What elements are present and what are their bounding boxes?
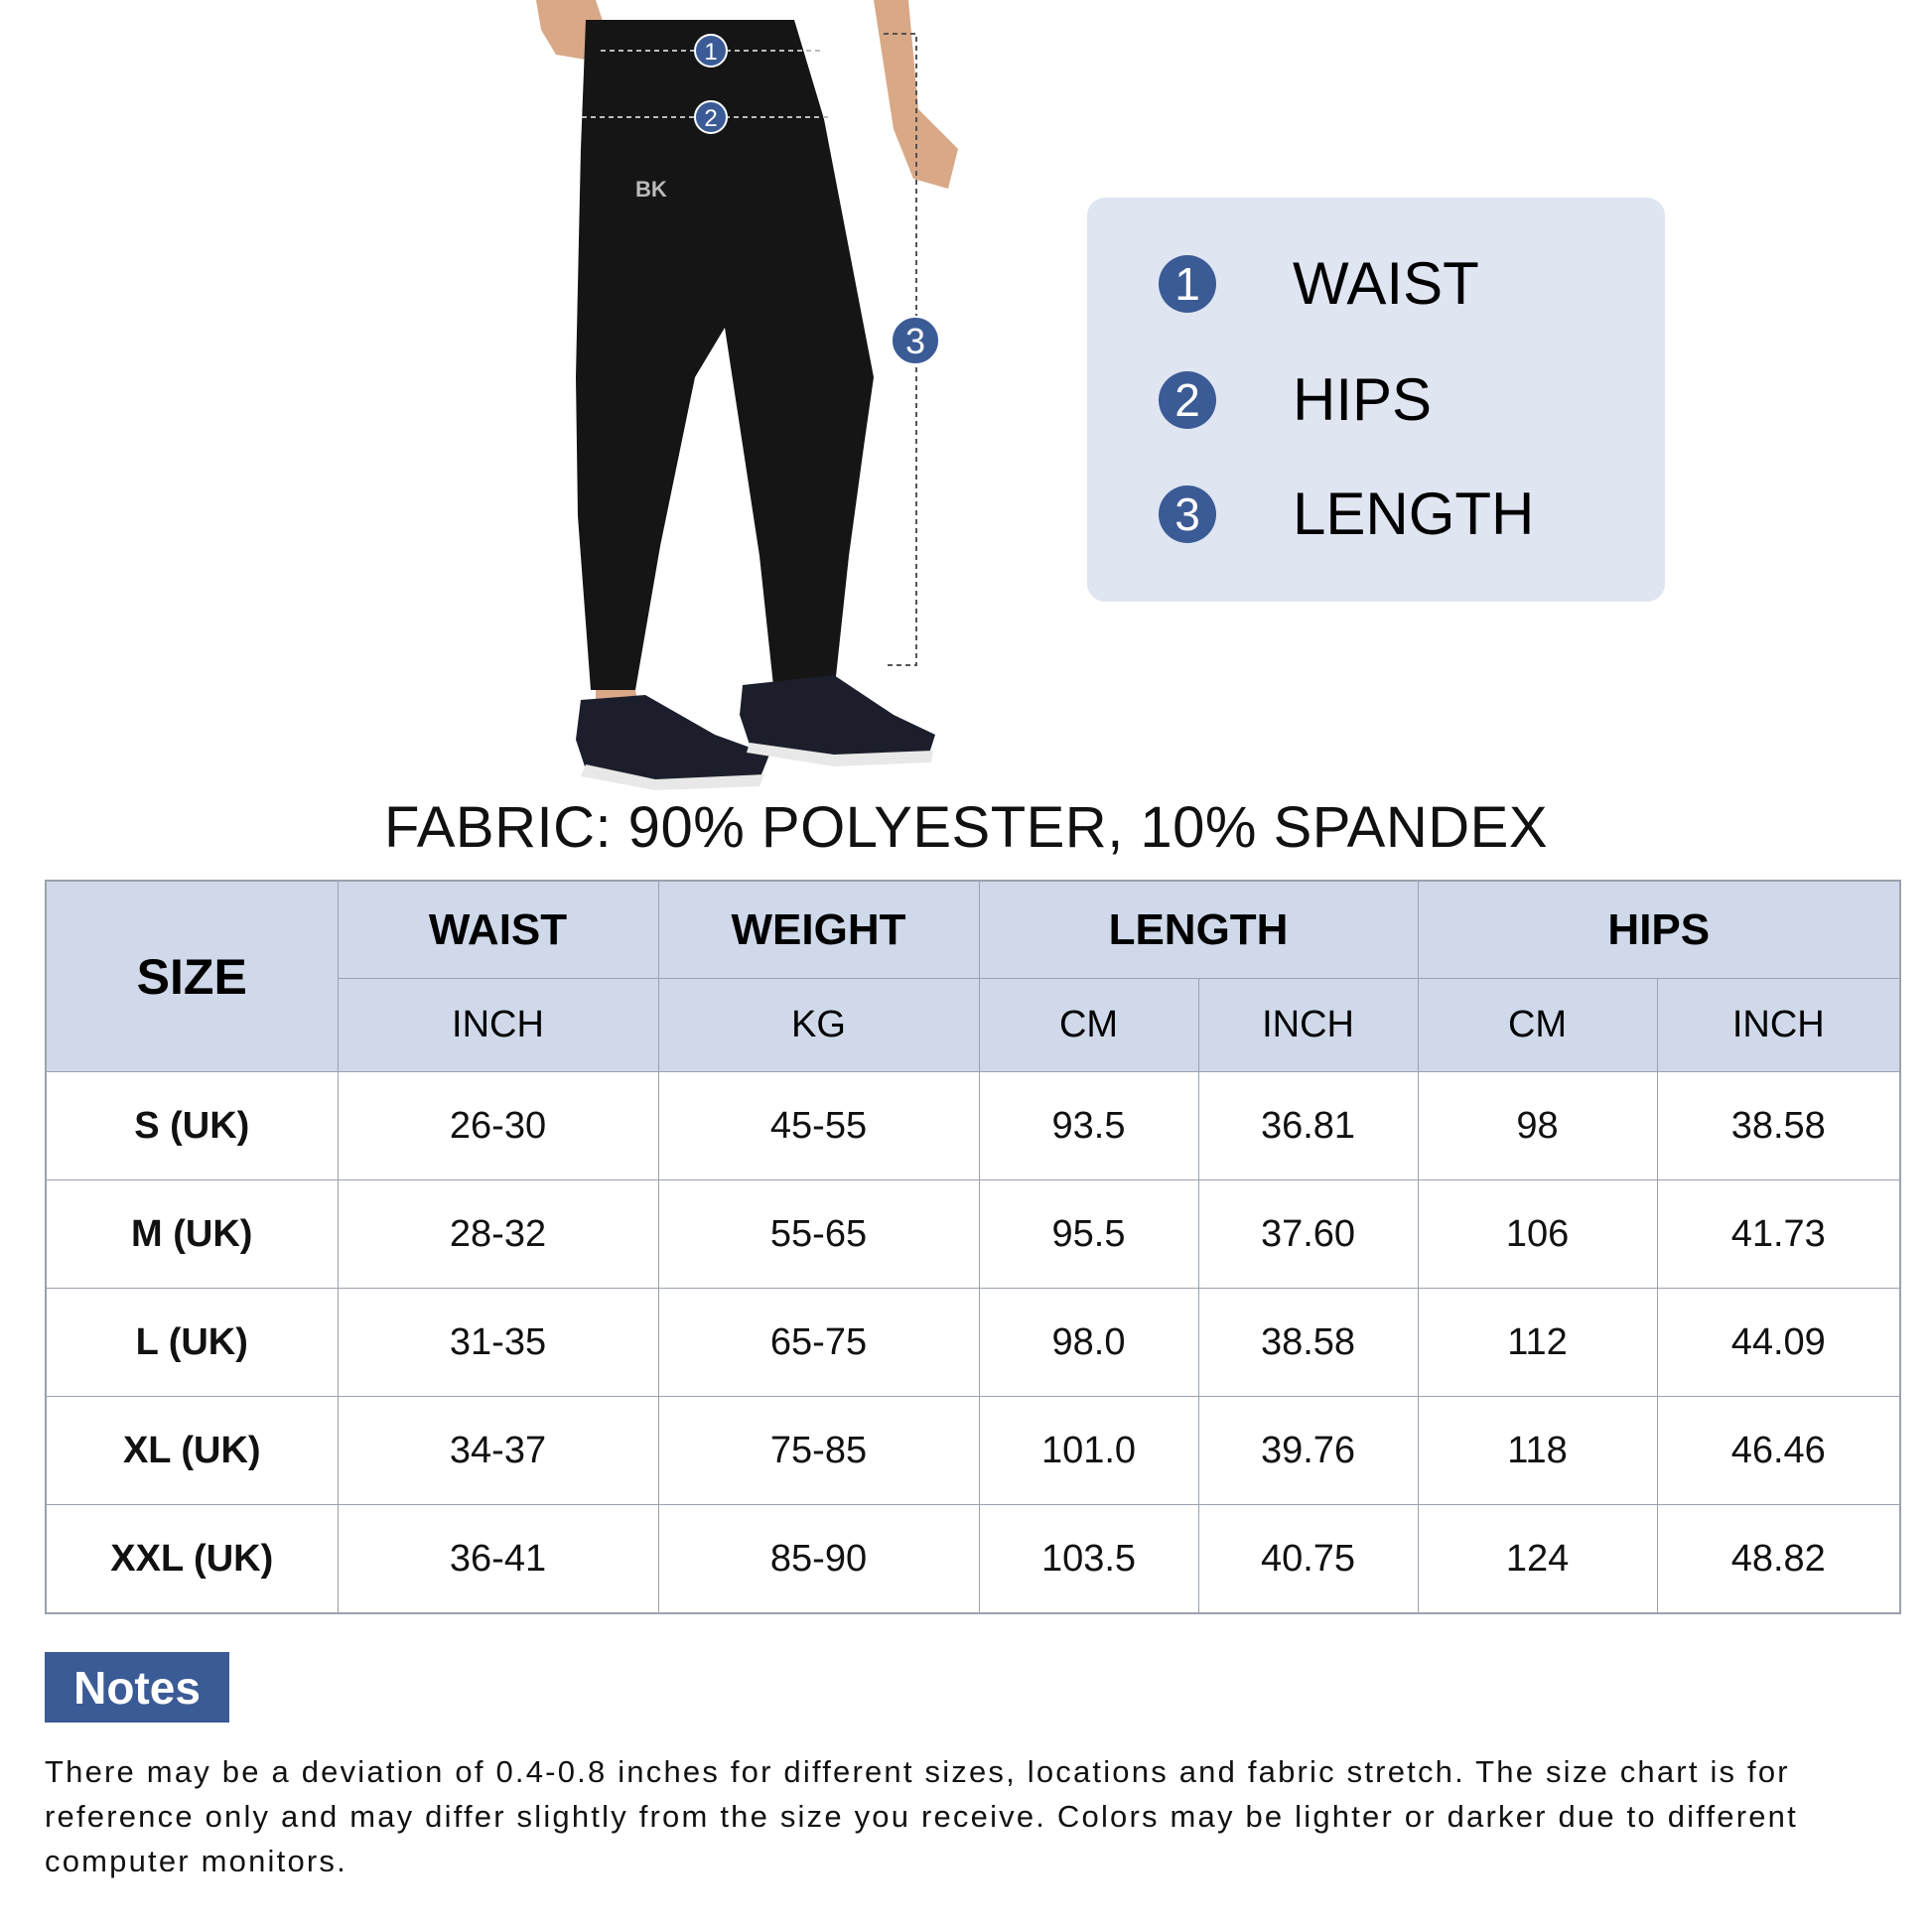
pants-model-photo: BK 1 2 3 bbox=[536, 0, 958, 790]
value-cell: 85-90 bbox=[657, 1504, 980, 1614]
value-cell: 40.75 bbox=[1197, 1504, 1419, 1614]
value-cell: 98 bbox=[1417, 1071, 1658, 1180]
value-cell: 106 bbox=[1417, 1179, 1658, 1289]
value-cell: 103.5 bbox=[978, 1504, 1199, 1614]
value-cell: 98.0 bbox=[978, 1288, 1199, 1397]
value-cell: 38.58 bbox=[1656, 1071, 1901, 1180]
value-cell: 36-41 bbox=[337, 1504, 659, 1614]
legend-label: WAIST bbox=[1293, 250, 1479, 317]
unit-header: INCH bbox=[337, 978, 659, 1072]
size-table: SIZE WAIST WEIGHT LENGTH HIPS INCH KG CM IN… bbox=[45, 880, 1902, 1614]
svg-text:1: 1 bbox=[704, 39, 717, 66]
unit-header: KG bbox=[657, 978, 980, 1072]
size-cell: S (UK) bbox=[45, 1071, 339, 1180]
unit-header: CM bbox=[1417, 978, 1658, 1072]
header-hips: HIPS bbox=[1417, 880, 1901, 979]
size-cell: M (UK) bbox=[45, 1179, 339, 1289]
marker-length: 3 bbox=[891, 316, 940, 365]
size-cell: XL (UK) bbox=[45, 1396, 339, 1505]
fabric-composition: FABRIC: 90% POLYESTER, 10% SPANDEX bbox=[383, 795, 1549, 860]
value-cell: 26-30 bbox=[337, 1071, 659, 1180]
unit-header: INCH bbox=[1656, 978, 1901, 1072]
number-badge-icon: 2 bbox=[1159, 371, 1216, 429]
value-cell: 31-35 bbox=[337, 1288, 659, 1397]
svg-text:3: 3 bbox=[905, 321, 925, 361]
table-row: XXL (UK) 36-41 85-90 103.5 40.75 124 48.82 bbox=[45, 1504, 1901, 1614]
value-cell: 101.0 bbox=[978, 1396, 1199, 1505]
value-cell: 48.82 bbox=[1656, 1504, 1901, 1614]
number-badge-icon: 3 bbox=[1159, 485, 1216, 543]
value-cell: 124 bbox=[1417, 1504, 1658, 1614]
value-cell: 46.46 bbox=[1656, 1396, 1901, 1505]
value-cell: 45-55 bbox=[657, 1071, 980, 1180]
measurement-legend: 1 WAIST 2 HIPS 3 LENGTH bbox=[1087, 198, 1665, 602]
value-cell: 38.58 bbox=[1197, 1288, 1419, 1397]
value-cell: 118 bbox=[1417, 1396, 1658, 1505]
table-row: M (UK) 28-32 55-65 95.5 37.60 106 41.73 bbox=[45, 1179, 1901, 1289]
value-cell: 112 bbox=[1417, 1288, 1658, 1397]
legend-item-length: 3 LENGTH bbox=[1159, 481, 1534, 547]
notes-title: Notes bbox=[45, 1652, 229, 1723]
value-cell: 93.5 bbox=[978, 1071, 1199, 1180]
size-cell: XXL (UK) bbox=[45, 1504, 339, 1614]
legend-item-waist: 1 WAIST bbox=[1159, 250, 1479, 317]
value-cell: 65-75 bbox=[657, 1288, 980, 1397]
unit-header: CM bbox=[978, 978, 1199, 1072]
legend-item-hips: 2 HIPS bbox=[1159, 366, 1432, 433]
table-row: XL (UK) 34-37 75-85 101.0 39.76 118 46.46 bbox=[45, 1396, 1901, 1505]
number-badge-icon: 1 bbox=[1159, 255, 1216, 313]
value-cell: 44.09 bbox=[1656, 1288, 1901, 1397]
unit-header: INCH bbox=[1197, 978, 1419, 1072]
notes-text: There may be a deviation of 0.4-0.8 inch… bbox=[45, 1754, 1798, 1878]
value-cell: 28-32 bbox=[337, 1179, 659, 1289]
legend-label: HIPS bbox=[1293, 366, 1433, 433]
value-cell: 41.73 bbox=[1656, 1179, 1901, 1289]
value-cell: 95.5 bbox=[978, 1179, 1199, 1289]
legend-label: LENGTH bbox=[1293, 481, 1535, 547]
value-cell: 75-85 bbox=[657, 1396, 980, 1505]
svg-text:2: 2 bbox=[704, 105, 717, 132]
value-cell: 34-37 bbox=[337, 1396, 659, 1505]
header-size: SIZE bbox=[45, 880, 339, 1072]
value-cell: 55-65 bbox=[657, 1179, 980, 1289]
table-row: L (UK) 31-35 65-75 98.0 38.58 112 44.09 bbox=[45, 1288, 1901, 1397]
header-length: LENGTH bbox=[978, 880, 1419, 979]
value-cell: 37.60 bbox=[1197, 1179, 1419, 1289]
marker-waist: 1 bbox=[694, 34, 728, 68]
header-weight: WEIGHT bbox=[657, 880, 980, 979]
value-cell: 39.76 bbox=[1197, 1396, 1419, 1505]
brand-logo: BK bbox=[635, 177, 667, 202]
size-cell: L (UK) bbox=[45, 1288, 339, 1397]
table-row: S (UK) 26-30 45-55 93.5 36.81 98 38.58 bbox=[45, 1071, 1901, 1180]
header-waist: WAIST bbox=[337, 880, 659, 979]
value-cell: 36.81 bbox=[1197, 1071, 1419, 1180]
marker-hips: 2 bbox=[694, 100, 728, 134]
